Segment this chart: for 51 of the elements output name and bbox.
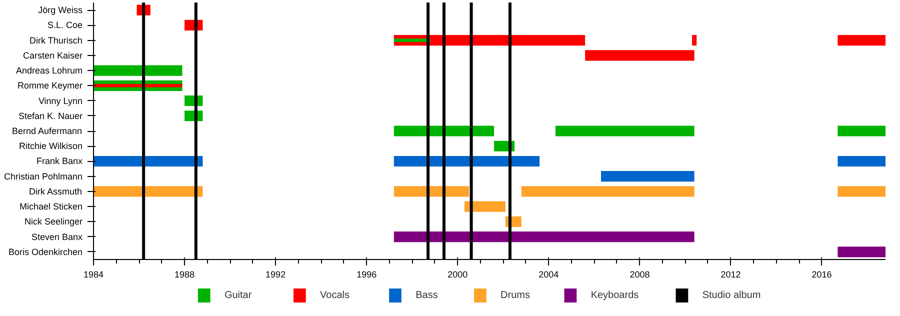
bar (838, 126, 886, 136)
bar (838, 35, 886, 46)
bar (838, 156, 886, 167)
y-tick-label: Christian Pohlmann (4, 171, 83, 182)
x-tick-label: 2008 (630, 270, 650, 280)
bar (464, 201, 506, 212)
y-tick-label: S.L. Coe (47, 20, 83, 30)
x-tick-label: 2000 (448, 270, 468, 280)
bar (394, 186, 470, 197)
x-tick-label: 1992 (266, 270, 286, 280)
y-tick-label: Nick Seelinger (24, 216, 83, 227)
bar (838, 186, 886, 197)
bar (394, 232, 694, 242)
bar (94, 84, 182, 88)
bar (394, 156, 540, 167)
y-tick-label: Dirk Assmuth (28, 186, 82, 196)
bar (521, 186, 694, 197)
y-tick-label: Vinny Lynn (38, 96, 83, 106)
y-tick-label: Bernd Aufermann (12, 126, 82, 136)
x-tick-label: 1996 (356, 270, 377, 280)
bar (556, 126, 694, 136)
bar (601, 171, 694, 182)
bar (394, 38, 430, 42)
x-tick-label: 2012 (720, 270, 741, 280)
y-tick-label: Boris Odenkirchen (8, 246, 83, 257)
legend-label: Keyboards (590, 290, 639, 301)
y-tick-label: Stefan K. Nauer (18, 110, 83, 121)
legend-label: Studio album (702, 290, 761, 301)
y-tick-label: Ritchie Wilkison (18, 141, 82, 152)
legend-label: Drums (500, 290, 530, 301)
bar (94, 65, 182, 76)
legend-label: Vocals (320, 290, 350, 301)
x-tick-label: 1984 (83, 270, 104, 280)
y-tick-label: Carsten Kaiser (22, 50, 83, 60)
bar (585, 50, 694, 61)
legend-label: Guitar (224, 290, 252, 301)
x-tick-label: 2016 (812, 270, 832, 280)
y-tick-label: Frank Banx (36, 156, 83, 166)
x-tick-label: 1988 (174, 270, 195, 280)
y-tick-label: Steven Banx (31, 232, 83, 242)
bar (838, 246, 886, 258)
y-tick-label: Romme Keymer (17, 80, 83, 91)
bar (94, 186, 203, 197)
y-tick-label: Andreas Lohrum (16, 66, 83, 76)
y-tick-label: Michael Sticken (19, 202, 83, 212)
bar (94, 156, 203, 167)
x-tick-label: 2004 (538, 270, 559, 280)
legend-label: Bass (416, 290, 438, 301)
y-tick-label: Dirk Thurisch (29, 35, 82, 46)
y-tick-label: Jörg Weiss (38, 5, 83, 16)
bar (692, 35, 697, 46)
